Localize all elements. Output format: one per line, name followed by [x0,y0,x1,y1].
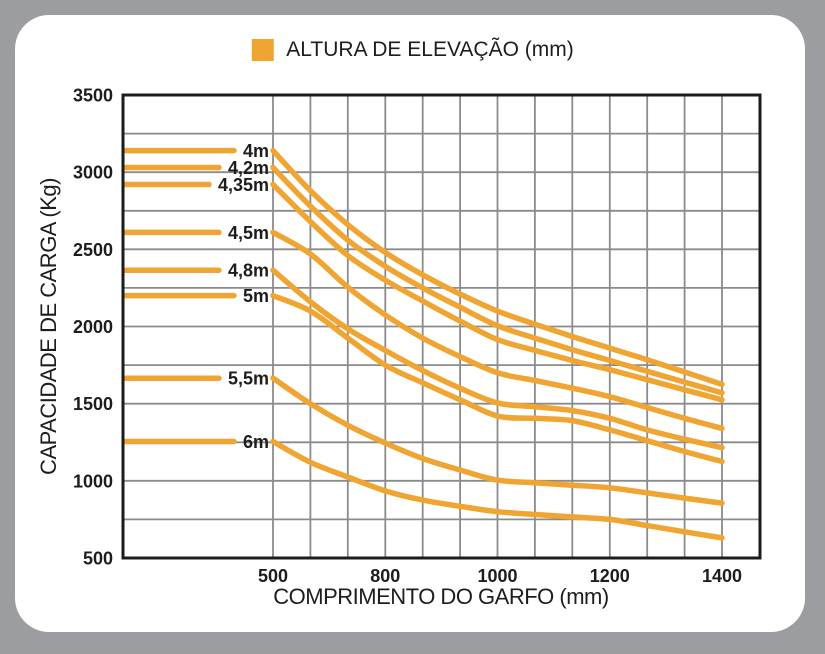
curve-5m [270,292,725,465]
curve-4-8m [270,267,725,451]
x-tick-500: 500 [258,566,288,586]
curve-4-35m [270,181,725,403]
curve-4-5m [270,229,725,432]
y-axis-title: CAPACIDADE DE CARGA (Kg) [36,178,61,475]
plot-border [121,93,762,560]
curve-label-6m: 6m [243,432,269,452]
x-tick-800: 800 [370,566,400,586]
legend-label: ALTURA DE ELEVAÇÃO (mm) [286,38,574,61]
curve-label-4m: 4m [243,141,269,161]
y-tick-500: 500 [83,549,113,569]
y-tick-3000: 3000 [73,163,113,183]
chart-legend: ALTURA DE ELEVAÇÃO (mm) [251,38,574,62]
curve-label-5m: 5m [243,286,269,306]
curve-4m [270,147,725,388]
curve-label-5-5m: 5,5m [228,369,269,389]
curve-label-4-5m: 4,5m [228,223,269,243]
curve-labels: 4m4,2m4,35m 4,5m 4,8m 5m 5,5m 6m [218,141,269,452]
x-axis-title: COMPRIMENTO DO GARFO (mm) [273,584,608,609]
curve-label-4-35m: 4,35m [218,175,269,195]
x-tick-1200: 1200 [590,566,630,586]
legend-color-swatch-icon [251,39,274,61]
curve-6m [270,438,725,541]
y-tick-1500: 1500 [73,394,113,414]
curve-label-4-2m: 4,2m [228,158,269,178]
y-tick-2000: 2000 [73,317,113,337]
x-tick-1000: 1000 [477,566,517,586]
curve-label-4-8m: 4,8m [228,261,269,281]
curve-4-2m [270,164,725,396]
gridlines [123,95,760,558]
capacity-curves [122,147,725,541]
axis-tick-labels: 3500 3000 2500 2000 1500 1000 500 500 800 1000 120… [73,86,742,587]
y-tick-3500: 3500 [73,86,113,106]
y-tick-2500: 2500 [73,240,113,260]
curve-5-5m [270,375,725,506]
x-tick-1400: 1400 [702,566,742,586]
y-tick-1000: 1000 [73,471,113,491]
